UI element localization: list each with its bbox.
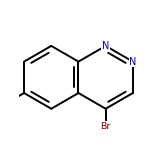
Text: N: N <box>129 57 136 67</box>
Text: Br: Br <box>100 121 111 131</box>
Text: N: N <box>102 41 109 51</box>
